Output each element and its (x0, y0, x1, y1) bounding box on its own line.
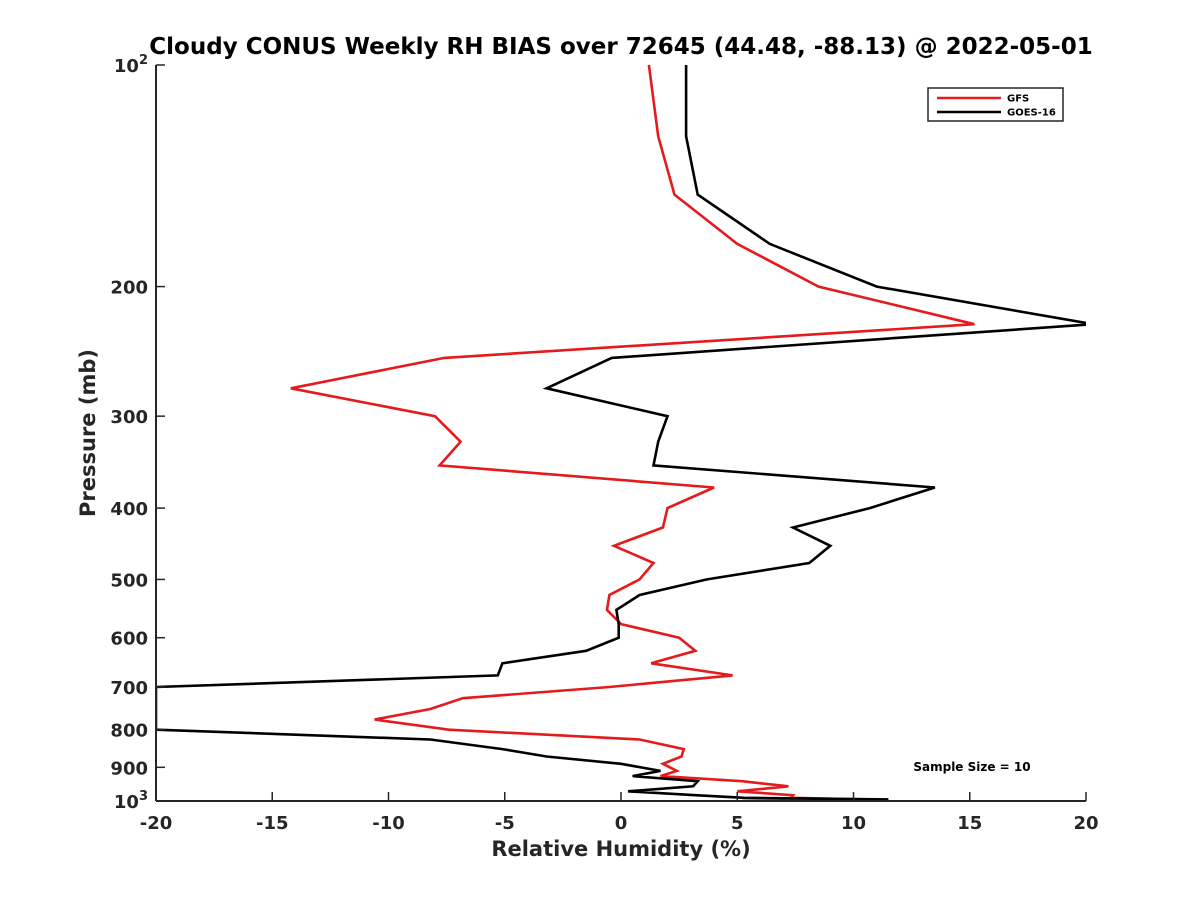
x-tick-label: 0 (615, 813, 628, 834)
chart-title: Cloudy CONUS Weekly RH BIAS over 72645 (… (149, 34, 1092, 60)
y-tick-label: 500 (110, 570, 148, 591)
y-tick-label: 800 (110, 721, 148, 742)
y-tick-label: 300 (110, 407, 148, 428)
series-line-gfs (290, 65, 975, 801)
y-tick-label: 103 (114, 789, 148, 813)
x-tick-label: -15 (256, 813, 289, 834)
y-axis-label: Pressure (mb) (76, 349, 100, 517)
legend-label-gfs: GFS (1007, 94, 1029, 105)
series-layer (156, 65, 1086, 801)
legend-box (927, 87, 1064, 122)
y-tick-label: 102 (114, 53, 148, 77)
y-tick-label: 700 (110, 678, 148, 699)
legend: GFS GOES-16 (927, 87, 1064, 122)
sample-size-annotation: Sample Size = 10 (913, 760, 1030, 774)
series-line-goes-16 (156, 65, 1086, 801)
y-tick-label: 400 (110, 499, 148, 520)
x-tick-label: 20 (1073, 813, 1098, 834)
x-axis-label: Relative Humidity (%) (491, 837, 750, 861)
ticks: -20 -15 -10 -5 0 5 10 15 20 102 200 300 400 500 600 700… (110, 53, 1098, 834)
x-tick-label: 5 (731, 813, 744, 834)
legend-label-goes-16: GOES-16 (1007, 108, 1056, 119)
x-tick-label: -10 (372, 813, 405, 834)
y-tick-label: 600 (110, 629, 148, 650)
x-tick-label: -5 (495, 813, 515, 834)
y-tick-label: 200 (110, 278, 148, 299)
axes (155, 65, 1086, 802)
y-tick-label: 900 (110, 758, 148, 779)
x-tick-label: 10 (841, 813, 866, 834)
x-tick-label: 15 (957, 813, 982, 834)
x-tick-label: -20 (140, 813, 173, 834)
